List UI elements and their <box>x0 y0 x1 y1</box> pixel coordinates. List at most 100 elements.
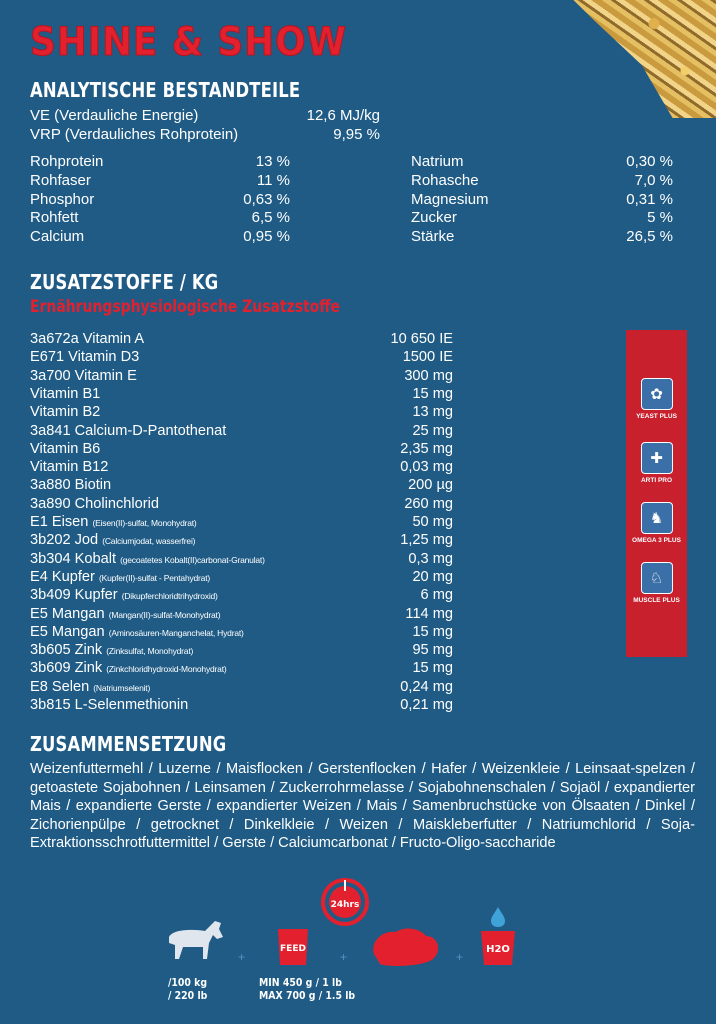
weight-text: /100 kg / 220 lb <box>168 976 207 1002</box>
additive-name: E5 Mangan (Mangan(II)-sulfat-Monohydrat) <box>30 605 221 624</box>
additive-label: 3a700 Vitamin E <box>30 367 137 384</box>
additive-name: 3a700 Vitamin E <box>30 367 137 385</box>
energy-value: 12,6 MJ/kg <box>306 107 380 124</box>
nutrient-name: Rohfett <box>30 209 79 226</box>
additive-label: 3b815 L-Selenmethionin <box>30 697 189 713</box>
additive-note: (Kupfer(II)-sulfat - Pentahydrat) <box>98 572 210 583</box>
additive-note: (Calciumjodat, wasserfrei) <box>102 536 196 547</box>
additive-note: (Natriumselenit) <box>93 682 151 693</box>
additive-value: 0,24 mg <box>400 678 453 695</box>
water-bucket-icon: H2O <box>481 907 515 965</box>
additive-label: E8 Selen <box>30 678 90 695</box>
grain-photo <box>573 0 716 118</box>
additive-label: 3a841 Calcium-D-Pantothenat <box>30 422 227 439</box>
additive-label: Vitamin B1 <box>30 385 101 402</box>
badge-label: ARTI PRO <box>640 477 673 484</box>
additive-value: 15 mg <box>412 385 453 402</box>
nutrient-value: 0,30 % <box>626 153 673 170</box>
horse-head-icon: ♞ <box>640 502 673 534</box>
additive-label: Vitamin B2 <box>30 404 101 421</box>
additive-value: 1,25 mg <box>400 532 453 549</box>
energy-name: VRP (Verdauliches Rohprotein) <box>30 126 239 143</box>
horse-icon <box>169 921 223 959</box>
amount-line: MIN 450 g / 1 lb <box>259 976 342 989</box>
yeast-icon: ✿ <box>640 378 673 410</box>
nutrient-name: Stärke <box>411 228 455 245</box>
additive-name: Vitamin B1 <box>30 385 100 403</box>
additive-name: 3b304 Kobalt (gecoatetes Kobalt(II)carbo… <box>30 550 265 569</box>
additive-value: 114 mg <box>405 605 453 622</box>
badge-arti-pro: ✚ ARTI PRO <box>638 442 675 484</box>
additive-label: E4 Kupfer <box>30 568 95 585</box>
additive-label: Vitamin B6 <box>30 440 101 457</box>
additive-label: Vitamin B12 <box>30 459 109 476</box>
additive-value: 50 mg <box>412 514 453 530</box>
nutrient-value: 5 % <box>647 209 673 226</box>
amount-line: MAX 700 g / 1.5 lb <box>259 989 356 1002</box>
additive-name: E8 Selen (Natriumselenit) <box>30 678 150 697</box>
composition-text: Weizenfuttermehl / Luzerne / Maisflocken… <box>30 761 695 851</box>
additive-note: (Mangan(II)-sulfat-Monohydrat) <box>108 609 221 620</box>
additive-value: 15 mg <box>412 623 453 640</box>
nutrient-name: Zucker <box>411 209 457 226</box>
additive-name: E671 Vitamin D3 <box>30 348 139 366</box>
additives-subheading: Ernährungsphysiologische Zusatzstoffe <box>30 297 340 317</box>
additive-value: 10 650 IE <box>390 331 453 347</box>
nutrient-value: 26,5 % <box>626 228 673 245</box>
plus-icon: + <box>456 950 464 964</box>
feed-bag-icon: FEED <box>278 929 308 965</box>
additive-value: 15 mg <box>412 660 453 677</box>
additive-name: 3b609 Zink (Zinkchloridhydroxid-Monohydr… <box>30 659 227 678</box>
additives-heading: ZUSATZSTOFFE / KG <box>30 270 219 294</box>
additive-label: 3b609 Zink <box>30 660 103 677</box>
additive-value: 0,21 mg <box>400 697 453 713</box>
badge-muscle-plus: ♘ MUSCLE PLUS <box>633 562 680 604</box>
energy-name: VE (Verdauliche Energie) <box>30 107 199 124</box>
additive-value: 260 mg <box>404 495 453 512</box>
additive-name: Vitamin B6 <box>30 440 100 458</box>
badge-label: MUSCLE PLUS <box>633 597 680 604</box>
additive-value: 6 mg <box>420 587 453 604</box>
additive-label: 3a880 Biotin <box>30 477 112 494</box>
additive-value: 20 mg <box>412 568 453 585</box>
additive-label: 3b202 Jod <box>30 532 99 549</box>
additive-note: (Dikupferchloridtrihydroxid) <box>121 591 218 602</box>
nutrient-value: 0,31 % <box>626 191 673 208</box>
additive-value: 25 mg <box>412 422 453 439</box>
weight-line: / 220 lb <box>168 989 208 1002</box>
nutrient-value: 6,5 % <box>251 209 290 226</box>
nutrient-value: 13 % <box>255 153 290 170</box>
additive-label: 3b409 Kupfer <box>30 587 118 604</box>
nutrient-name: Rohprotein <box>30 153 104 170</box>
nutrient-value: 0,95 % <box>243 228 290 245</box>
nutrient-name: Calcium <box>30 228 85 245</box>
nutrient-name: Phosphor <box>30 191 95 208</box>
additive-name: E5 Mangan (Aminosäuren-Manganchelat, Hyd… <box>30 623 244 642</box>
additive-value: 0,3 mg <box>408 550 453 567</box>
nutrient-name: Magnesium <box>411 191 489 208</box>
additive-name: 3a841 Calcium-D-Pantothenat <box>30 422 226 440</box>
additive-note: (Zinkchloridhydroxid-Monohydrat) <box>106 664 227 675</box>
nutrient-value: 7,0 % <box>634 172 673 189</box>
amount-text: MIN 450 g / 1 lb MAX 700 g / 1.5 lb <box>259 976 355 1002</box>
additive-name: 3b409 Kupfer (Dikupferchloridtrihydroxid… <box>30 586 218 605</box>
water-label: H2O <box>486 944 510 955</box>
clock-label: 24hrs <box>331 900 360 910</box>
energy-value: 9,95 % <box>333 126 380 143</box>
horse-rider-icon: ♘ <box>640 562 673 594</box>
benefit-banner: ✿ YEAST PLUS ✚ ARTI PRO ♞ OMEGA 3 PLUS ♘… <box>626 330 687 657</box>
joint-icon: ✚ <box>640 442 673 474</box>
additive-value: 2,35 mg <box>400 440 453 457</box>
additive-name: 3b815 L-Selenmethionin <box>30 696 188 714</box>
composition-heading: ZUSAMMENSETZUNG <box>30 732 227 756</box>
badge-label: YEAST PLUS <box>636 413 677 420</box>
nutrient-name: Rohfaser <box>30 172 91 189</box>
nutrient-name: Natrium <box>411 153 464 170</box>
additive-note: (Eisen(II)-sulfat, Monohydrat) <box>92 518 197 528</box>
weight-line: /100 kg <box>168 976 208 989</box>
analysis-heading: ANALYTISCHE BESTANDTEILE <box>30 78 301 102</box>
badge-yeast-plus: ✿ YEAST PLUS <box>636 378 677 420</box>
additive-note: (gecoatetes Kobalt(II)carbonat-Granulat) <box>120 554 265 565</box>
nutrient-name: Rohasche <box>411 172 479 189</box>
